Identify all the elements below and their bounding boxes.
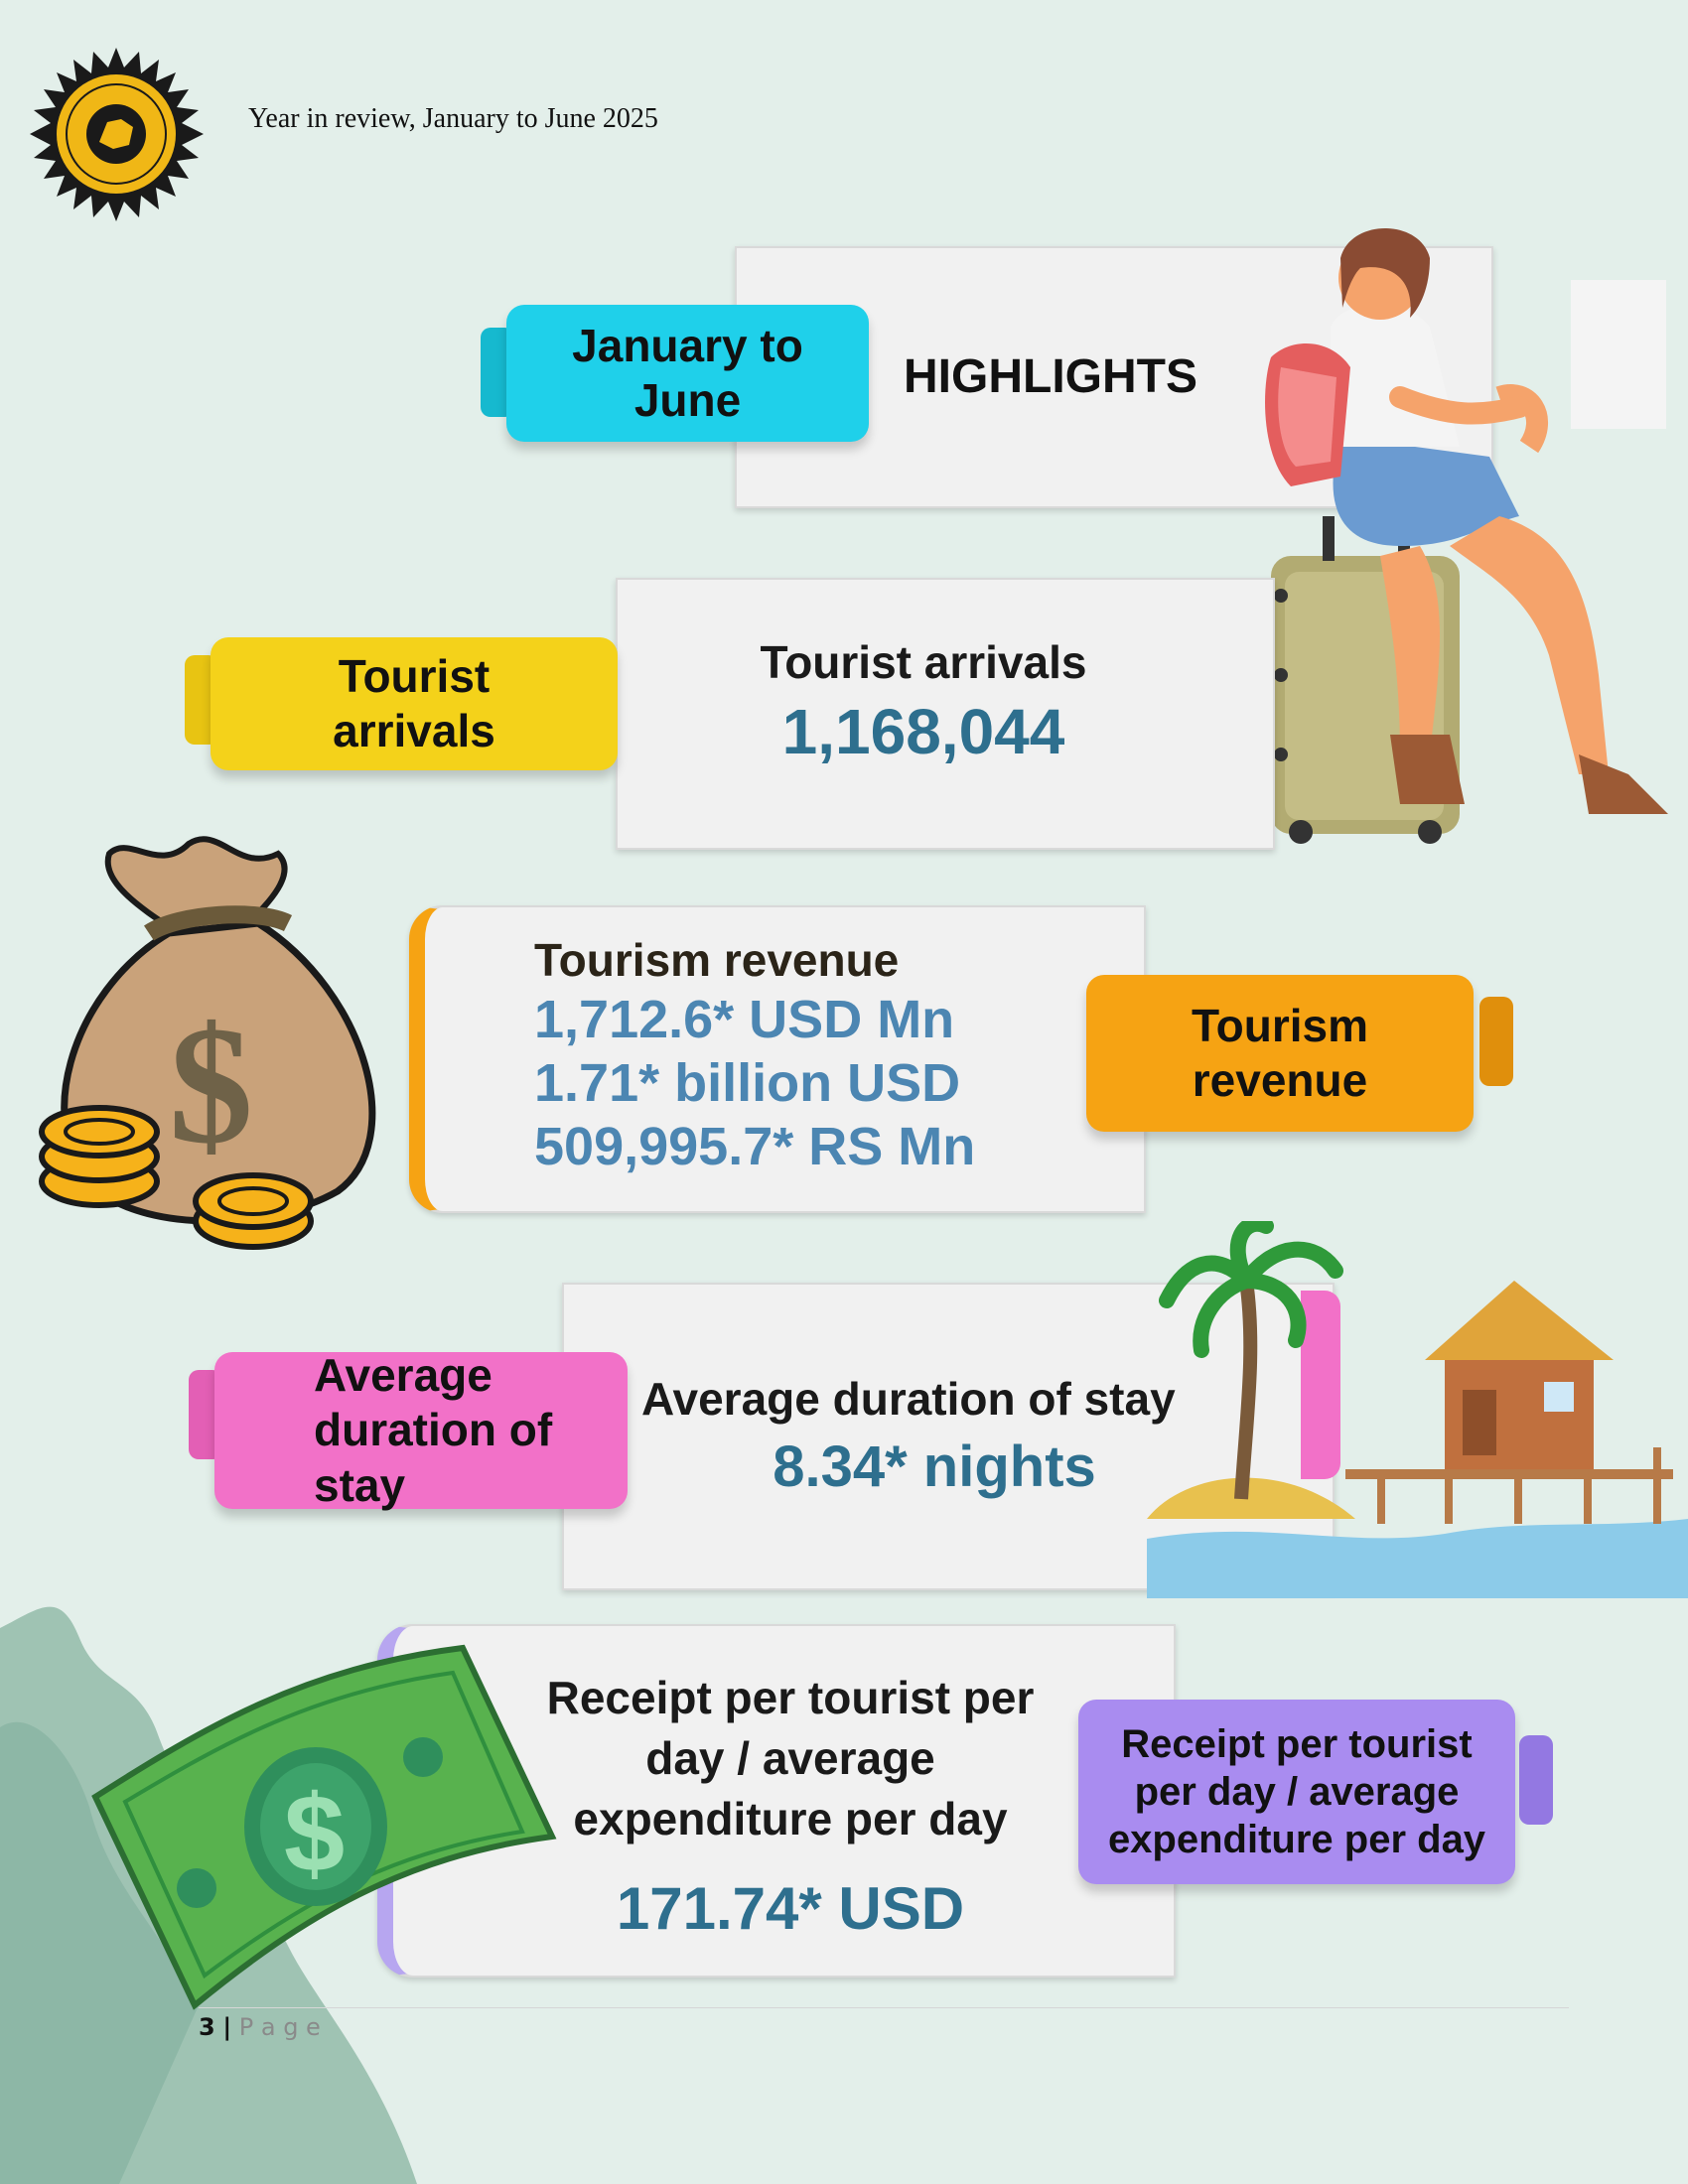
page-label: P a g e: [238, 2013, 321, 2041]
revenue-usd-mn: 1,712.6* USD Mn: [534, 990, 955, 1049]
revenue-label: Tourism revenue: [534, 934, 900, 986]
arrivals-panel: [616, 578, 1275, 850]
arrivals-label: Tourist arrivals: [760, 636, 1087, 688]
logo-seal-icon: [30, 48, 204, 221]
receipt-tag: Receipt per tourist per day / average ex…: [1078, 1700, 1515, 1884]
page-number: 3: [199, 2013, 215, 2041]
tag-handle: [1479, 997, 1513, 1086]
stay-value: 8.34* nights: [773, 1434, 1096, 1499]
svg-text:$: $: [284, 1773, 345, 1895]
arrivals-value: 1,168,044: [781, 696, 1065, 767]
footer-separator: |: [222, 2013, 232, 2041]
receipt-label: Receipt per tourist per day / average ex…: [546, 1672, 1035, 1845]
highlights-tag: January to June: [506, 305, 869, 442]
stay-accent: [1301, 1291, 1340, 1479]
receipt-value: 171.74* USD: [616, 1875, 965, 1942]
page-header-title: Year in review, January to June 2025: [248, 103, 658, 134]
revenue-usd-bn: 1.71* billion USD: [534, 1053, 961, 1113]
revenue-panel: [409, 905, 1146, 1213]
banknote-icon: $: [91, 1644, 557, 2010]
highlights-title: HIGHLIGHTS: [904, 350, 1197, 403]
arrivals-tag: Tourist arrivals: [211, 637, 618, 770]
stay-label: Average duration of stay: [641, 1373, 1176, 1425]
traveler-icon: [1265, 228, 1668, 844]
money-bag-icon: $: [39, 836, 376, 1250]
revenue-tag: Tourism revenue: [1086, 975, 1474, 1132]
beach-bungalow-icon: [1147, 1221, 1688, 1598]
tag-handle: [1519, 1735, 1553, 1825]
footer-rule: [199, 2007, 1569, 2008]
revenue-rs-mn: 509,995.7* RS Mn: [534, 1117, 976, 1176]
page-footer: 3 | P a g e: [199, 2013, 321, 2041]
svg-text:$: $: [169, 992, 253, 1178]
stay-tag: Average duration of stay: [214, 1349, 628, 1511]
